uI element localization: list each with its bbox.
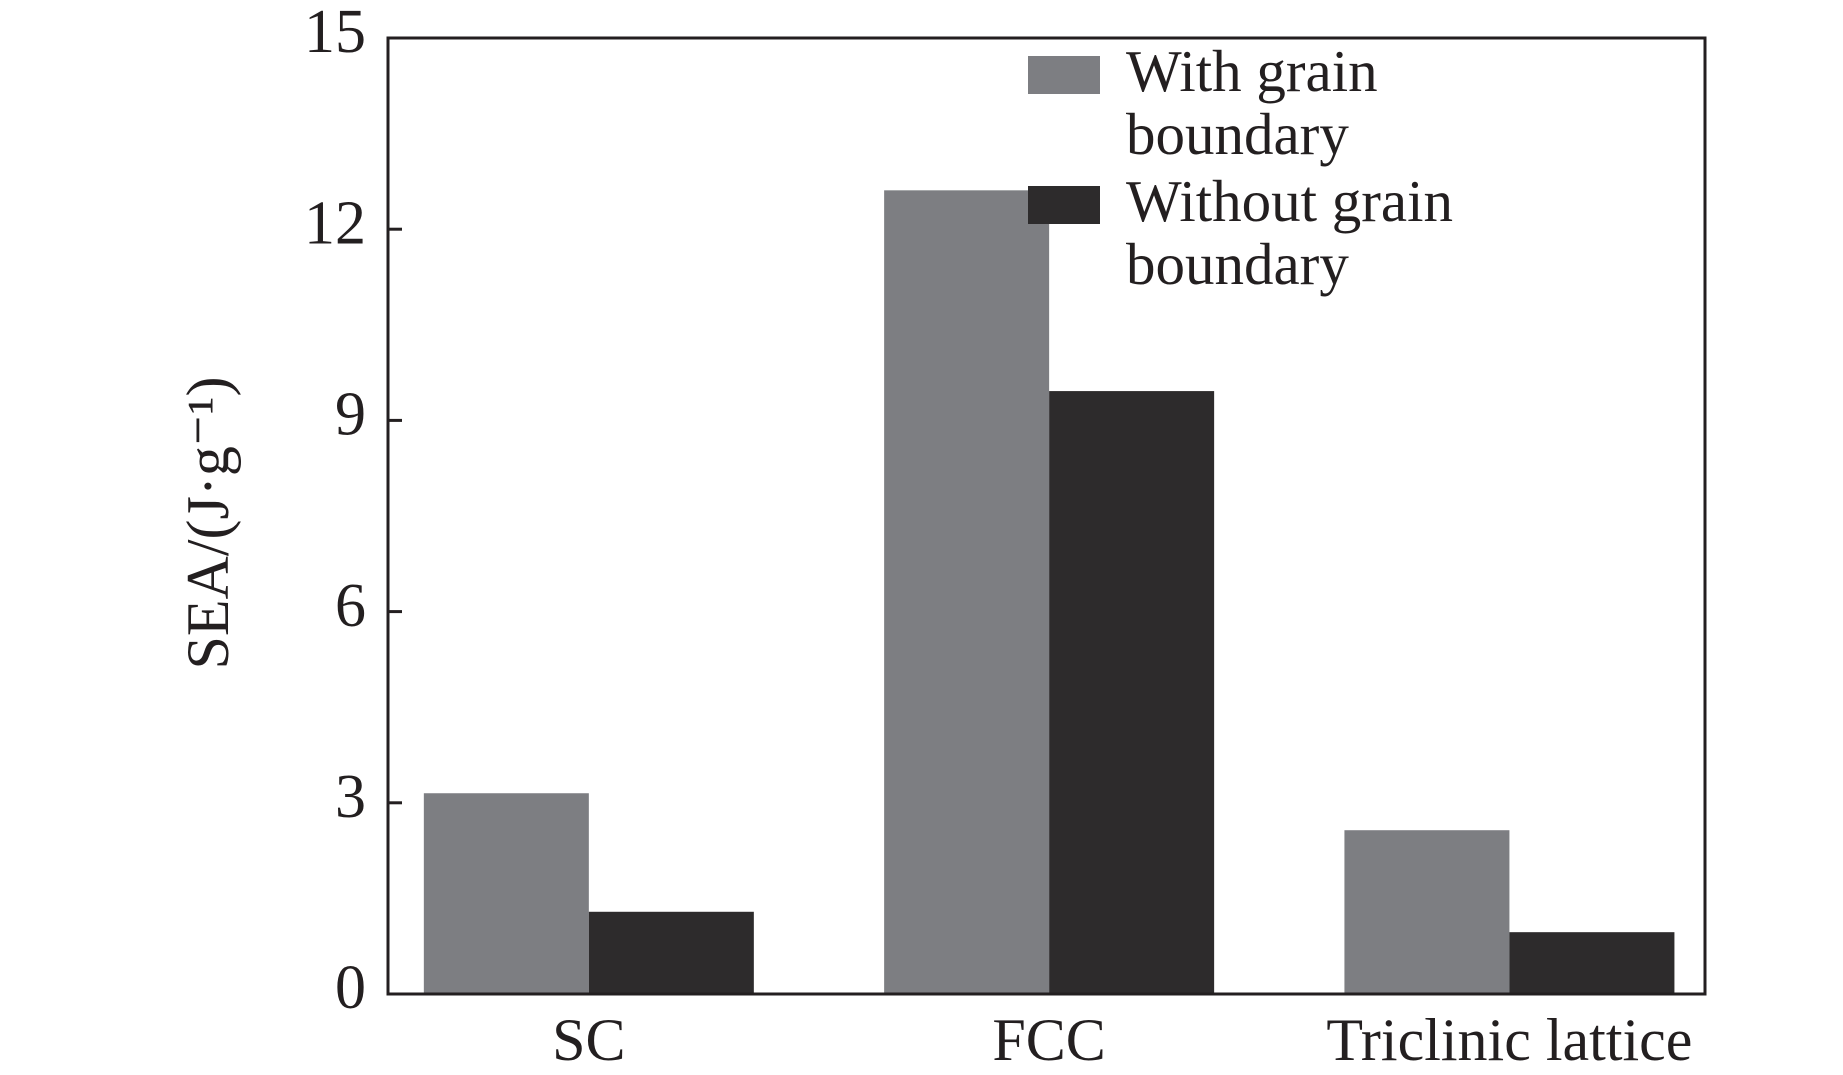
plot-frame [386,36,1707,996]
legend-entry: With grain boundary [1028,40,1688,166]
y-axis-label: SEA/(J·g⁻¹) [175,377,241,670]
y-tick-label: 9 [335,381,366,449]
legend-swatch [1028,186,1100,224]
y-tick-label: 12 [304,189,366,257]
bar [1049,391,1215,995]
legend: With grain boundary Without grain boundar… [1028,40,1688,300]
y-tick-label: 0 [335,954,366,1022]
legend-swatch [1028,56,1100,94]
bar [588,911,754,994]
bar [423,793,589,994]
legend-label: With grain boundary [1126,38,1378,167]
x-tick-label: FCC [992,1007,1105,1073]
x-tick-label: SC [552,1007,625,1073]
x-tick-label: Triclinic lattice [1326,1007,1692,1073]
bar [1344,830,1510,994]
y-tick-label: 3 [335,763,366,831]
legend-entry: Without grain boundary [1028,170,1688,296]
y-tick-label: 15 [304,0,366,66]
legend-label: Without grain boundary [1126,168,1453,297]
bar [1509,932,1675,994]
bar [884,190,1050,995]
y-tick-label: 6 [335,572,366,640]
